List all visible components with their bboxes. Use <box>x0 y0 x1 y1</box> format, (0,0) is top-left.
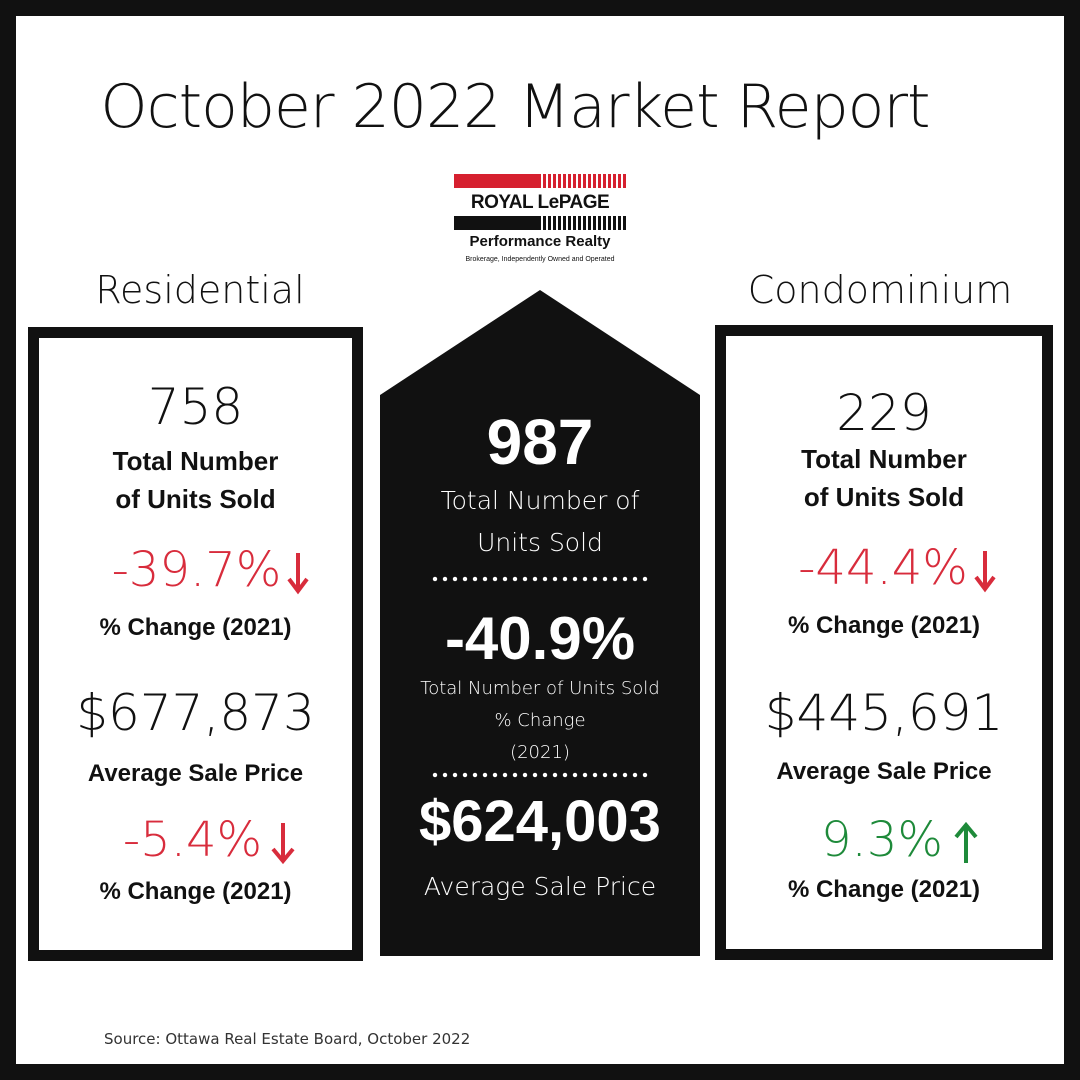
condominium-heading: Condominium <box>747 268 1013 312</box>
total-change-label-1: Total Number of Units Sold <box>420 678 660 699</box>
residential-units-change: -39.7% <box>39 542 352 598</box>
condominium-card: 229 Total Number of Units Sold -44.4% % … <box>715 325 1053 960</box>
residential-price-label: Average Sale Price <box>87 760 304 787</box>
condominium-price-change: 9.3% <box>726 812 1042 868</box>
total-units-label-2: Units Sold <box>477 528 603 557</box>
dotted-divider <box>430 772 652 778</box>
condominium-units-change-value: -44.4% <box>798 540 968 596</box>
total-price: $624,003 <box>419 789 661 854</box>
royal-lepage-logo: ROYAL LePAGE Performance Realty Brokerag… <box>454 174 626 272</box>
condominium-units-change-label: % Change (2021) <box>787 612 981 639</box>
condominium-price: $445,691 <box>764 684 1004 742</box>
dotted-divider <box>430 576 652 582</box>
condominium-price-change-label: % Change (2021) <box>787 876 981 903</box>
condominium-price-change-value: 9.3% <box>821 812 943 868</box>
condominium-units-change: -44.4% <box>726 540 1042 596</box>
page-title: October 2022 Market Report <box>100 72 930 142</box>
total-units: 987 <box>486 406 594 478</box>
logo-brand: ROYAL LePAGE <box>470 192 610 213</box>
residential-units: 758 <box>147 378 244 436</box>
total-units-label-1: Total Number of <box>440 486 640 515</box>
logo-tagline: Brokerage, Independently Owned and Opera… <box>465 256 615 263</box>
total-price-label: Average Sale Price <box>423 872 657 901</box>
arrow-down-icon <box>271 823 295 865</box>
condominium-units: 229 <box>836 384 932 442</box>
residential-card: 758 Total Number of Units Sold -39.7% % … <box>28 327 363 961</box>
source-note: Source: Ottawa Real Estate Board, Octobe… <box>104 1030 471 1048</box>
logo-office: Performance Realty <box>469 233 611 250</box>
arrow-down-icon <box>287 553 310 595</box>
house-shape <box>380 290 700 956</box>
total-change: -40.9% <box>444 605 636 672</box>
condominium-price-label: Average Sale Price <box>776 758 992 785</box>
residential-price-change-label: % Change (2021) <box>99 878 292 905</box>
residential-units-change-label: % Change (2021) <box>99 614 292 641</box>
condominium-units-label-2: of Units Sold <box>803 482 965 512</box>
arrow-down-icon <box>974 551 996 593</box>
residential-units-label-2: of Units Sold <box>115 484 276 514</box>
arrow-up-icon <box>954 821 978 863</box>
total-change-label-3: (2021) <box>510 742 570 763</box>
residential-units-label-1: Total Number <box>112 446 279 476</box>
logo-bar-bottom <box>454 216 626 230</box>
residential-units-change-value: -39.7% <box>111 542 282 598</box>
residential-price-change-value: -5.4% <box>122 812 263 868</box>
logo-bar-top <box>454 174 626 188</box>
residential-heading: Residential <box>95 268 305 312</box>
total-change-label-2: % Change <box>494 710 586 731</box>
condominium-units-label-1: Total Number <box>801 444 967 474</box>
residential-price-change: -5.4% <box>39 812 352 868</box>
residential-price: $677,873 <box>76 684 315 742</box>
total-house-panel: 987 Total Number of Units Sold -40.9% To… <box>380 290 700 956</box>
